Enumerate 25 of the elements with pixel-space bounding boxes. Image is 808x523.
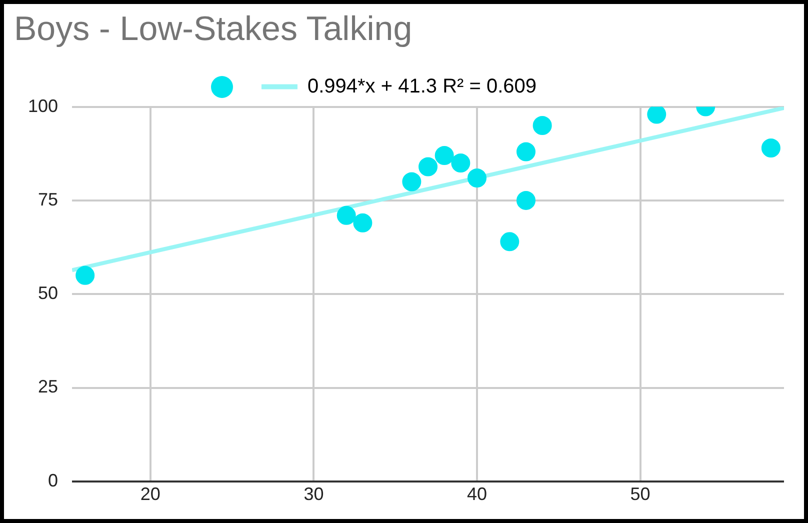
point: [468, 168, 487, 188]
point: [500, 232, 520, 252]
x-tick-label: 30: [304, 484, 324, 504]
x-tick-label: 50: [630, 484, 650, 504]
point: [353, 213, 372, 232]
point: [76, 266, 95, 285]
point: [761, 138, 780, 158]
chart-title: Boys - Low-Stakes Talking: [14, 10, 412, 48]
point: [336, 206, 356, 225]
y-tick-label: 75: [38, 189, 58, 210]
point: [402, 172, 422, 192]
point: [451, 153, 470, 172]
y-tick-label: 25: [38, 376, 58, 397]
point: [516, 190, 536, 210]
point: [418, 157, 438, 176]
x-tick-label: 20: [140, 484, 160, 504]
y-tick-label: 50: [38, 283, 58, 304]
point: [647, 106, 666, 124]
legend-label: 0.994*x + 41.3 R² = 0.609: [307, 75, 537, 98]
point: [532, 116, 552, 136]
x-tick-label: 40: [466, 484, 488, 504]
y-tick-label: 100: [28, 96, 58, 116]
point: [434, 146, 454, 165]
point: [516, 142, 536, 162]
y-tick-label: 0: [48, 470, 58, 490]
